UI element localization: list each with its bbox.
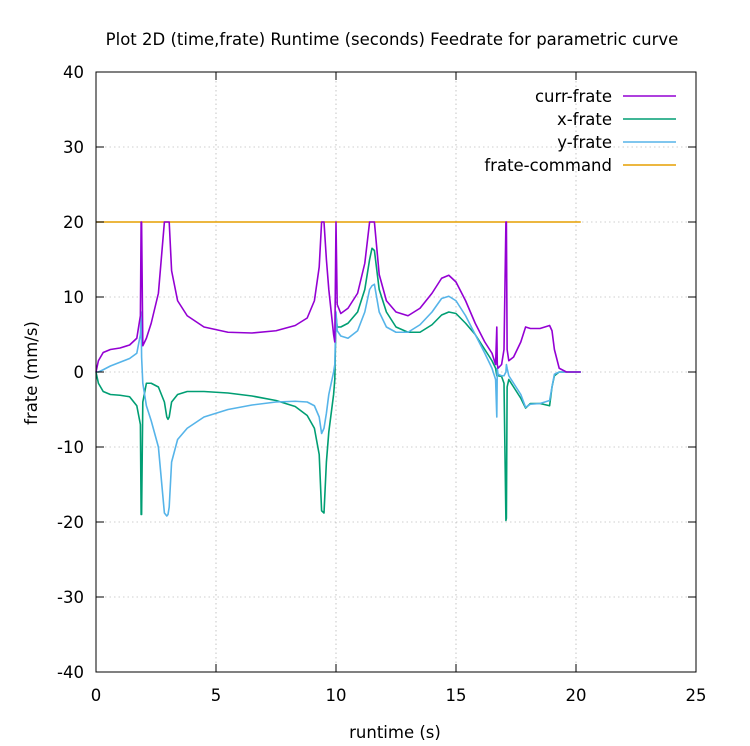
series-line-curr-frate [95, 221, 581, 373]
chart-title: Plot 2D (time,frate) Runtime (seconds) F… [106, 30, 679, 49]
legend-label: y-frate [557, 133, 612, 152]
legend: curr-frate x-frate y-frate frate-command [484, 87, 676, 175]
y-tick-label: -30 [57, 588, 84, 607]
y-tick-label: -40 [57, 663, 84, 682]
y-tick-label: 10 [63, 288, 84, 307]
y-axis-label: frate (mm/s) [22, 321, 41, 425]
legend-label: curr-frate [535, 87, 612, 106]
y-tick-label: 30 [63, 138, 84, 157]
legend-label: x-frate [557, 110, 612, 129]
y-tick-label: 0 [74, 363, 85, 382]
y-tick-label: -10 [57, 438, 84, 457]
series-layer [95, 221, 581, 522]
y-tick-label: -20 [57, 513, 84, 532]
axis-ticks: 0 5 10 15 20 25 -40 -30 -20 -10 0 10 20 30 40 [57, 63, 706, 705]
x-tick-label: 25 [686, 686, 707, 705]
y-tick-label: 40 [63, 63, 84, 82]
x-tick-label: 0 [91, 686, 102, 705]
x-tick-label: 20 [566, 686, 587, 705]
x-tick-label: 15 [446, 686, 467, 705]
legend-label: frate-command [484, 156, 612, 175]
series-line-x-frate [95, 247, 581, 522]
series-line-y-frate [96, 283, 581, 517]
y-tick-label: 20 [63, 213, 84, 232]
x-tick-label: 10 [326, 686, 347, 705]
x-axis-label: runtime (s) [349, 723, 441, 742]
x-tick-label: 5 [211, 686, 222, 705]
